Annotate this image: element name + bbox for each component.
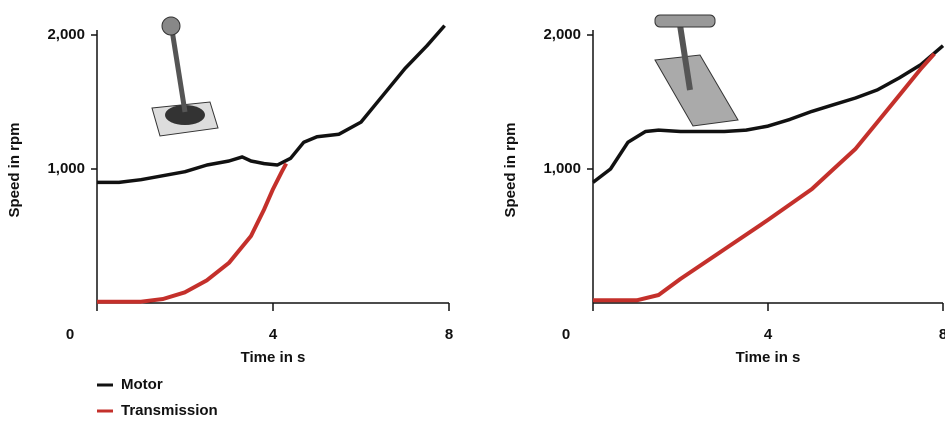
manual-shifter-icon	[151, 16, 219, 137]
legend-label: Transmission	[121, 402, 218, 419]
x-tick-label: 8	[445, 326, 453, 343]
x-tick-label: 4	[764, 326, 773, 343]
legend-label: Motor	[121, 376, 163, 393]
y-axis-label: Speed in rpm	[6, 122, 23, 217]
x-tick-label: 8	[939, 326, 945, 343]
series-line	[97, 162, 288, 304]
x-axis-label: Time in s	[736, 349, 801, 366]
x-tick-label: 0	[66, 326, 74, 343]
series-line	[591, 44, 945, 184]
x-axis-label: Time in s	[241, 349, 306, 366]
y-tick-label: 1,000	[543, 160, 581, 177]
y-tick-label: 2,000	[543, 26, 581, 43]
x-tick-label: 4	[269, 326, 278, 343]
x-tick-label: 0	[562, 326, 570, 343]
y-axis-label: Speed in rpm	[502, 122, 519, 217]
series-line	[593, 52, 936, 303]
y-tick-label: 2,000	[47, 26, 85, 43]
automatic-shifter-icon	[654, 14, 739, 127]
series-line	[97, 24, 446, 185]
y-tick-label: 1,000	[47, 160, 85, 177]
